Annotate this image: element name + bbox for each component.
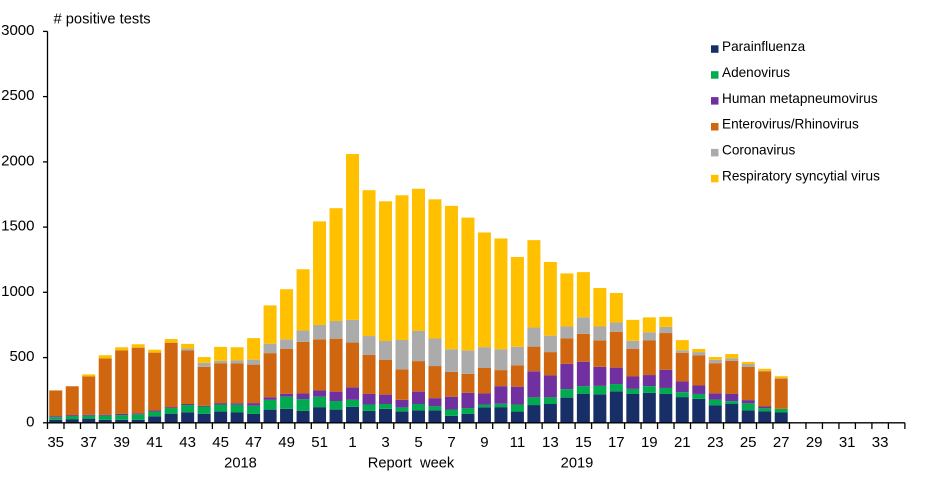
svg-text:Adenovirus: Adenovirus — [722, 65, 790, 80]
svg-text:0: 0 — [26, 413, 34, 430]
svg-text:9: 9 — [480, 434, 488, 451]
svg-text:13: 13 — [542, 434, 559, 451]
svg-text:51: 51 — [311, 434, 328, 451]
svg-text:25: 25 — [740, 434, 757, 451]
svg-text:Human metapneumovirus: Human metapneumovirus — [722, 91, 878, 106]
svg-text:41: 41 — [146, 434, 163, 451]
svg-text:2019: 2019 — [561, 455, 594, 471]
svg-text:27: 27 — [773, 434, 790, 451]
svg-text:1000: 1000 — [1, 283, 34, 300]
svg-text:Report week: Report week — [368, 455, 455, 471]
svg-text:2500: 2500 — [1, 87, 34, 104]
svg-text:45: 45 — [212, 434, 229, 451]
svg-text:1500: 1500 — [1, 218, 34, 235]
svg-text:17: 17 — [608, 434, 625, 451]
svg-text:Enterovirus/Rhinovirus: Enterovirus/Rhinovirus — [722, 117, 859, 132]
svg-text:# positive tests: # positive tests — [54, 12, 151, 28]
svg-text:19: 19 — [641, 434, 658, 451]
svg-text:33: 33 — [872, 434, 889, 451]
svg-text:3000: 3000 — [1, 22, 34, 39]
svg-text:15: 15 — [575, 434, 592, 451]
svg-text:1: 1 — [348, 434, 356, 451]
svg-text:Parainfluenza: Parainfluenza — [722, 39, 806, 54]
svg-text:2018: 2018 — [224, 455, 257, 471]
svg-text:29: 29 — [806, 434, 823, 451]
svg-text:31: 31 — [839, 434, 856, 451]
svg-text:Coronavirus: Coronavirus — [722, 143, 795, 158]
svg-text:2000: 2000 — [1, 153, 34, 170]
svg-text:35: 35 — [47, 434, 64, 451]
svg-text:43: 43 — [179, 434, 196, 451]
svg-text:7: 7 — [447, 434, 455, 451]
svg-text:5: 5 — [414, 434, 422, 451]
svg-text:500: 500 — [9, 348, 34, 365]
svg-text:23: 23 — [707, 434, 724, 451]
svg-text:Respiratory syncytial virus: Respiratory syncytial virus — [722, 169, 880, 184]
svg-text:39: 39 — [113, 434, 130, 451]
svg-text:37: 37 — [80, 434, 97, 451]
svg-text:21: 21 — [674, 434, 691, 451]
svg-text:49: 49 — [278, 434, 295, 451]
svg-text:11: 11 — [510, 434, 526, 451]
svg-text:3: 3 — [381, 434, 389, 451]
svg-text:47: 47 — [245, 434, 262, 451]
